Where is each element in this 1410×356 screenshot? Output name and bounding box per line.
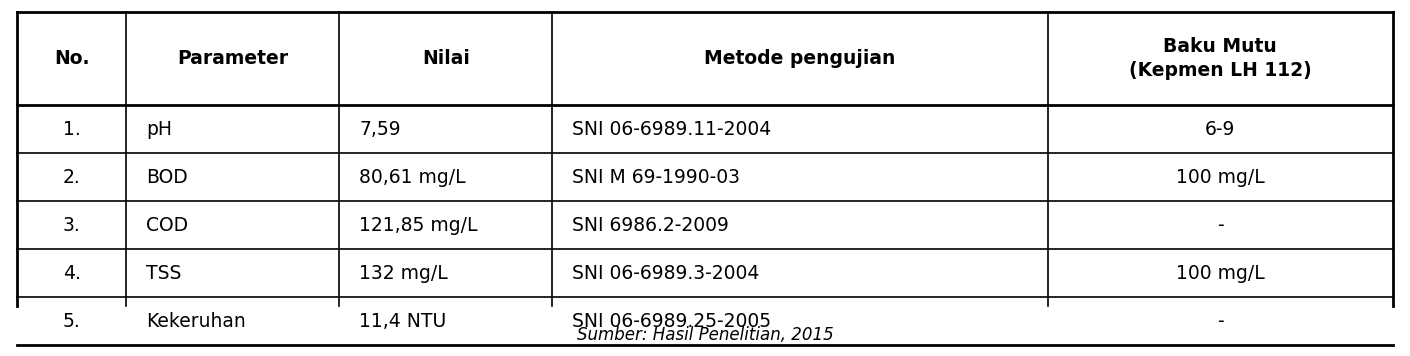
Text: pH: pH [147, 120, 172, 138]
Text: SNI 06-6989.3-2004: SNI 06-6989.3-2004 [572, 264, 760, 283]
Text: 5.: 5. [63, 312, 80, 331]
Text: 4.: 4. [62, 264, 80, 283]
Text: SNI 06-6989.11-2004: SNI 06-6989.11-2004 [572, 120, 771, 138]
Text: 132 mg/L: 132 mg/L [360, 264, 448, 283]
Text: BOD: BOD [147, 168, 188, 187]
Text: Sumber: Hasil Penelitian, 2015: Sumber: Hasil Penelitian, 2015 [577, 326, 833, 344]
Text: 100 mg/L: 100 mg/L [1176, 264, 1265, 283]
Text: 1.: 1. [63, 120, 80, 138]
Text: 100 mg/L: 100 mg/L [1176, 168, 1265, 187]
Text: 11,4 NTU: 11,4 NTU [360, 312, 447, 331]
Text: 121,85 mg/L: 121,85 mg/L [360, 216, 478, 235]
Text: -: - [1217, 312, 1224, 331]
Text: 7,59: 7,59 [360, 120, 400, 138]
Text: TSS: TSS [147, 264, 182, 283]
Text: 6-9: 6-9 [1206, 120, 1235, 138]
Text: COD: COD [147, 216, 188, 235]
Text: SNI M 69-1990-03: SNI M 69-1990-03 [572, 168, 740, 187]
Text: Kekeruhan: Kekeruhan [147, 312, 245, 331]
Text: 3.: 3. [63, 216, 80, 235]
Text: No.: No. [54, 49, 89, 68]
Text: SNI 06-6989.25-2005: SNI 06-6989.25-2005 [572, 312, 771, 331]
Text: Baku Mutu
(Kepmen LH 112): Baku Mutu (Kepmen LH 112) [1129, 37, 1311, 80]
Text: 80,61 mg/L: 80,61 mg/L [360, 168, 465, 187]
Text: 2.: 2. [63, 168, 80, 187]
Text: SNI 6986.2-2009: SNI 6986.2-2009 [572, 216, 729, 235]
Text: Metode pengujian: Metode pengujian [705, 49, 895, 68]
Text: -: - [1217, 216, 1224, 235]
Text: Parameter: Parameter [178, 49, 289, 68]
Text: Nilai: Nilai [422, 49, 470, 68]
